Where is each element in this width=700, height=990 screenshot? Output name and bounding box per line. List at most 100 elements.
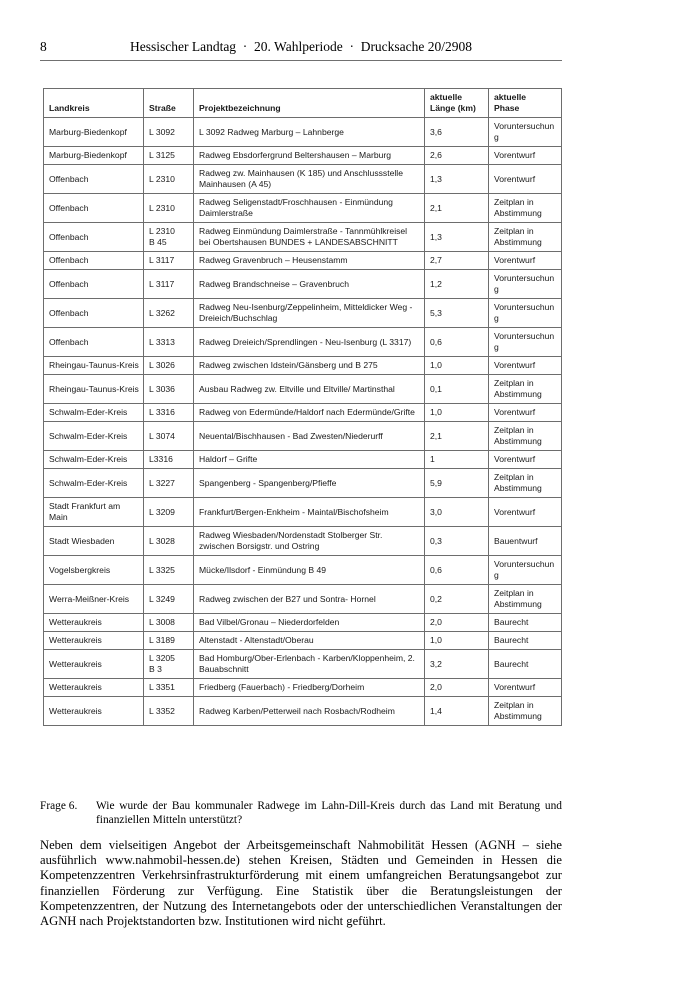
cell-landkreis: Offenbach bbox=[43, 251, 144, 270]
table-header-row: Landkreis Straße Projektbezeichnung aktu… bbox=[43, 88, 562, 118]
cell-strasse: L 3008 bbox=[143, 613, 194, 632]
cell-strasse: L 3351 bbox=[143, 678, 194, 697]
cell-projektbezeichnung: Radweg von Edermünde/Haldorf nach Edermü… bbox=[193, 403, 425, 422]
table-row: Wetteraukreis L 3189 Altenstadt - Altensta… bbox=[43, 631, 562, 650]
cell-laenge: 1,0 bbox=[424, 631, 489, 650]
cell-laenge: 1,3 bbox=[424, 222, 489, 252]
column-header-strasse: Straße bbox=[143, 88, 194, 118]
table-row: Offenbach L 3117 Radweg Gravenbruch – Heus… bbox=[43, 251, 562, 270]
cell-landkreis: Schwalm-Eder-Kreis bbox=[43, 468, 144, 498]
cell-phase: Voruntersuchung bbox=[488, 298, 562, 328]
cell-landkreis: Marburg-Biedenkopf bbox=[43, 146, 144, 165]
cell-projektbezeichnung: Radweg Gravenbruch – Heusenstamm bbox=[193, 251, 425, 270]
cell-projektbezeichnung: Altenstadt - Altenstadt/Oberau bbox=[193, 631, 425, 650]
cell-laenge: 0,6 bbox=[424, 327, 489, 357]
cell-phase: Vorentwurf bbox=[488, 403, 562, 422]
cell-phase: Vorentwurf bbox=[488, 497, 562, 527]
cell-landkreis: Marburg-Biedenkopf bbox=[43, 117, 144, 147]
cell-laenge: 3,6 bbox=[424, 117, 489, 147]
cell-landkreis: Stadt Wiesbaden bbox=[43, 526, 144, 556]
cell-phase: Voruntersuchung bbox=[488, 269, 562, 299]
cell-phase: Bauentwurf bbox=[488, 526, 562, 556]
cell-laenge: 2,1 bbox=[424, 421, 489, 451]
cell-laenge: 1,2 bbox=[424, 269, 489, 299]
cell-laenge: 2,7 bbox=[424, 251, 489, 270]
table-row: Wetteraukreis L 3205 B 3 Bad Homburg/Ober-E… bbox=[43, 649, 562, 679]
cell-phase: Zeitplan in Abstimmung bbox=[488, 193, 562, 223]
cell-strasse: L 3117 bbox=[143, 251, 194, 270]
question-block: Frage 6. Wie wurde der Bau kommunaler Ra… bbox=[40, 800, 562, 827]
cell-landkreis: Offenbach bbox=[43, 164, 144, 194]
table-row: Offenbach L 2310 Radweg zw. Mainhausen (K … bbox=[43, 164, 562, 194]
cell-phase: Baurecht bbox=[488, 613, 562, 632]
cell-strasse: L 3209 bbox=[143, 497, 194, 527]
table-row: Marburg-Biedenkopf L 3125 Radweg Ebsdorfer… bbox=[43, 146, 562, 165]
cell-strasse: L 2310 bbox=[143, 164, 194, 194]
table-row: Stadt Frankfurt am Main L 3209 Frankfurt/B… bbox=[43, 497, 562, 527]
cell-phase: Zeitplan in Abstimmung bbox=[488, 421, 562, 451]
question-text: Wie wurde der Bau kommunaler Radwege im … bbox=[96, 800, 562, 826]
cell-landkreis: Offenbach bbox=[43, 327, 144, 357]
running-header: 8 Hessischer Landtag · 20. Wahlperiode ·… bbox=[40, 39, 562, 61]
cell-laenge: 0,6 bbox=[424, 555, 489, 585]
cell-landkreis: Wetteraukreis bbox=[43, 678, 144, 697]
cell-laenge: 5,9 bbox=[424, 468, 489, 498]
radweg-table: Landkreis Straße Projektbezeichnung aktu… bbox=[43, 88, 562, 726]
cell-projektbezeichnung: Radweg zwischen Idstein/Gänsberg und B 2… bbox=[193, 356, 425, 375]
cell-strasse: L 3189 bbox=[143, 631, 194, 650]
cell-laenge: 1,4 bbox=[424, 696, 489, 726]
cell-projektbezeichnung: Spangenberg - Spangenberg/Pfieffe bbox=[193, 468, 425, 498]
cell-phase: Voruntersuchung bbox=[488, 327, 562, 357]
cell-projektbezeichnung: Neuental/Bischhausen - Bad Zwesten/Niede… bbox=[193, 421, 425, 451]
cell-phase: Vorentwurf bbox=[488, 450, 562, 469]
cell-landkreis: Offenbach bbox=[43, 222, 144, 252]
cell-landkreis: Schwalm-Eder-Kreis bbox=[43, 421, 144, 451]
cell-strasse: L 2310 bbox=[143, 193, 194, 223]
cell-laenge: 2,0 bbox=[424, 678, 489, 697]
table-row: Wetteraukreis L 3351 Friedberg (Fauerbach)… bbox=[43, 678, 562, 697]
table-row: Offenbach L 3313 Radweg Dreieich/Sprendlin… bbox=[43, 327, 562, 357]
cell-strasse: L 3316 bbox=[143, 403, 194, 422]
cell-landkreis: Wetteraukreis bbox=[43, 649, 144, 679]
table-row: Schwalm-Eder-Kreis L 3074 Neuental/Bischha… bbox=[43, 421, 562, 451]
cell-laenge: 1,0 bbox=[424, 403, 489, 422]
cell-strasse: L 3028 bbox=[143, 526, 194, 556]
cell-laenge: 1,3 bbox=[424, 164, 489, 194]
cell-landkreis: Werra-Meißner-Kreis bbox=[43, 584, 144, 614]
cell-projektbezeichnung: Radweg Seligenstadt/Froschhausen - Einmü… bbox=[193, 193, 425, 223]
table-row: Rheingau-Taunus-Kreis L 3036 Ausbau Radweg… bbox=[43, 374, 562, 404]
cell-laenge: 2,0 bbox=[424, 613, 489, 632]
cell-strasse: L 3092 bbox=[143, 117, 194, 147]
strasse-line: L 3205 bbox=[149, 653, 175, 663]
cell-phase: Vorentwurf bbox=[488, 164, 562, 194]
column-header-phase: aktuelle Phase bbox=[488, 88, 562, 118]
cell-projektbezeichnung: Friedberg (Fauerbach) - Friedberg/Dorhei… bbox=[193, 678, 425, 697]
cell-projektbezeichnung: Radweg Karben/Petterweil nach Rosbach/Ro… bbox=[193, 696, 425, 726]
cell-strasse: L 3074 bbox=[143, 421, 194, 451]
cell-phase: Voruntersuchung bbox=[488, 117, 562, 147]
cell-laenge: 3,2 bbox=[424, 649, 489, 679]
table-row: Stadt Wiesbaden L 3028 Radweg Wiesbaden/No… bbox=[43, 526, 562, 556]
table-row: Offenbach L 2310 B 45 Radweg Einmündung Dai… bbox=[43, 222, 562, 252]
table-row: Schwalm-Eder-Kreis L 3227 Spangenberg - Sp… bbox=[43, 468, 562, 498]
cell-laenge: 1 bbox=[424, 450, 489, 469]
cell-phase: Baurecht bbox=[488, 649, 562, 679]
cell-projektbezeichnung: Radweg Brandschneise – Gravenbruch bbox=[193, 269, 425, 299]
cell-laenge: 0,3 bbox=[424, 526, 489, 556]
table-row: Schwalm-Eder-Kreis L3316 Haldorf – Grifte 1… bbox=[43, 450, 562, 469]
table-row: Offenbach L 3117 Radweg Brandschneise – Gr… bbox=[43, 269, 562, 299]
cell-laenge: 2,1 bbox=[424, 193, 489, 223]
cell-projektbezeichnung: Radweg zw. Mainhausen (K 185) und Anschl… bbox=[193, 164, 425, 194]
cell-strasse: L 3036 bbox=[143, 374, 194, 404]
cell-phase: Vorentwurf bbox=[488, 356, 562, 375]
cell-landkreis: Rheingau-Taunus-Kreis bbox=[43, 356, 144, 375]
cell-phase: Vorentwurf bbox=[488, 146, 562, 165]
cell-projektbezeichnung: Mücke/Ilsdorf - Einmündung B 49 bbox=[193, 555, 425, 585]
strasse-line: B 3 bbox=[149, 664, 162, 674]
cell-landkreis: Rheingau-Taunus-Kreis bbox=[43, 374, 144, 404]
cell-phase: Voruntersuchung bbox=[488, 555, 562, 585]
table-row: Wetteraukreis L 3008 Bad Vilbel/Gronau – N… bbox=[43, 613, 562, 632]
radweg-table-container: Landkreis Straße Projektbezeichnung aktu… bbox=[43, 88, 562, 726]
table-row: Marburg-Biedenkopf L 3092 L 3092 Radweg Ma… bbox=[43, 117, 562, 147]
